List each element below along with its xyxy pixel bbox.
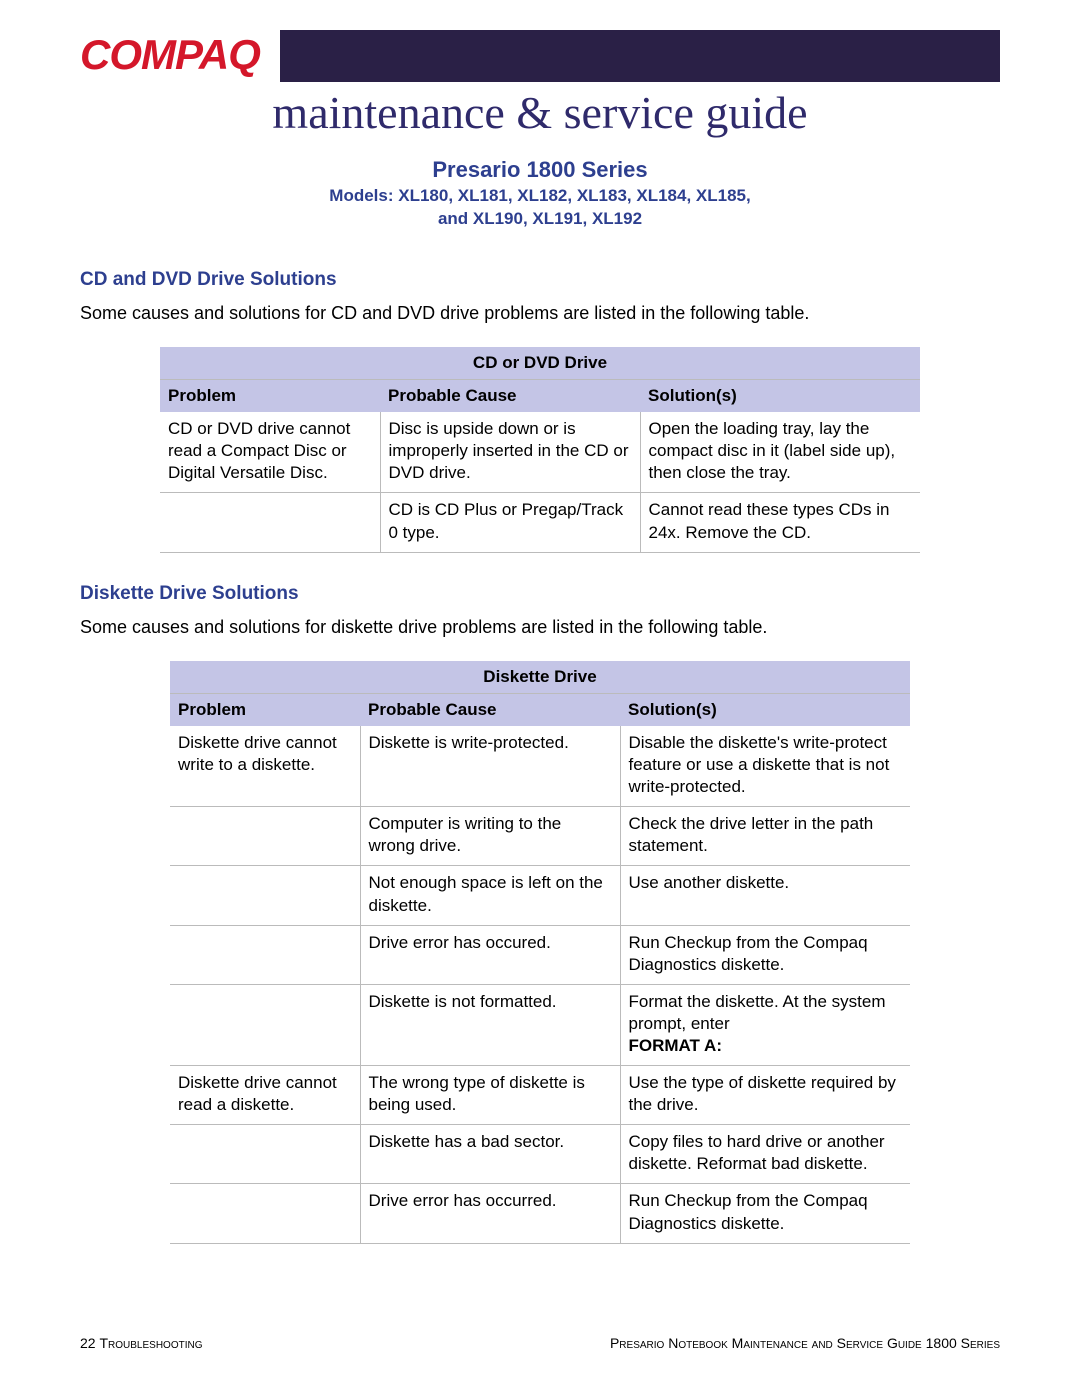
solution-table: CD or DVD DriveProblemProbable CauseSolu… [160, 347, 920, 552]
compaq-logo: COMPAQ [80, 34, 280, 76]
footer-section-name: Troubleshooting [99, 1335, 202, 1351]
page-footer: 22 Troubleshooting Presario Notebook Mai… [80, 1335, 1000, 1351]
header-row: COMPAQ [80, 30, 1000, 82]
section-heading: CD and DVD Drive Solutions [80, 269, 1000, 291]
header-bar [280, 30, 1000, 82]
series-title: Presario 1800 Series [80, 157, 1000, 183]
cell-cause: Drive error has occurred. [360, 1184, 620, 1243]
table-title: Diskette Drive [170, 661, 910, 694]
table-row: Diskette is not formatted.Format the dis… [170, 984, 910, 1065]
cell-solution: Copy files to hard drive or another disk… [620, 1125, 910, 1184]
models-subtitle: Models: XL180, XL181, XL182, XL183, XL18… [80, 185, 1000, 231]
cell-cause: Not enough space is left on the diskette… [360, 866, 620, 925]
table-column-header: Solution(s) [620, 693, 910, 726]
table-row: Computer is writing to the wrong drive.C… [170, 807, 910, 866]
cell-solution: Use the type of diskette required by the… [620, 1066, 910, 1125]
solution-table: Diskette DriveProblemProbable CauseSolut… [170, 661, 910, 1244]
cell-solution: Run Checkup from the Compaq Diagnostics … [620, 1184, 910, 1243]
cell-problem [170, 984, 360, 1065]
cell-solution-bold: FORMAT A: [629, 1036, 722, 1055]
cell-cause: Computer is writing to the wrong drive. [360, 807, 620, 866]
table-row: Drive error has occurred.Run Checkup fro… [170, 1184, 910, 1243]
cell-problem [170, 866, 360, 925]
table-column-header: Probable Cause [380, 380, 640, 413]
table-row: Diskette drive cannot write to a diskett… [170, 726, 910, 807]
cell-problem [170, 1125, 360, 1184]
models-line-2: and XL190, XL191, XL192 [438, 209, 642, 228]
cell-solution: Format the diskette. At the system promp… [620, 984, 910, 1065]
cell-cause: Diskette is not formatted. [360, 984, 620, 1065]
cell-solution: Run Checkup from the Compaq Diagnostics … [620, 925, 910, 984]
cell-cause: Drive error has occured. [360, 925, 620, 984]
page-container: COMPAQ maintenance & service guide Presa… [0, 0, 1080, 1314]
section-intro: Some causes and solutions for CD and DVD… [80, 301, 1000, 325]
cell-problem [170, 807, 360, 866]
cell-cause: The wrong type of diskette is being used… [360, 1066, 620, 1125]
cell-solution: Open the loading tray, lay the compact d… [640, 412, 920, 493]
cell-cause: Disc is upside down or is improperly ins… [380, 412, 640, 493]
cell-problem [170, 925, 360, 984]
table-row: Drive error has occured.Run Checkup from… [170, 925, 910, 984]
cell-solution: Disable the diskette's write-protect fea… [620, 726, 910, 807]
cell-cause: Diskette has a bad sector. [360, 1125, 620, 1184]
table-column-header: Problem [170, 693, 360, 726]
table-row: CD is CD Plus or Pregap/Track 0 type.Can… [160, 493, 920, 552]
section-intro: Some causes and solutions for diskette d… [80, 615, 1000, 639]
cell-problem [170, 1184, 360, 1243]
cell-problem: CD or DVD drive cannot read a Compact Di… [160, 412, 380, 493]
cell-solution: Cannot read these types CDs in 24x. Remo… [640, 493, 920, 552]
table-column-header: Probable Cause [360, 693, 620, 726]
table-row: Not enough space is left on the diskette… [170, 866, 910, 925]
table-row: Diskette drive cannot read a diskette.Th… [170, 1066, 910, 1125]
cell-solution: Check the drive letter in the path state… [620, 807, 910, 866]
footer-left: 22 Troubleshooting [80, 1335, 202, 1351]
table-title: CD or DVD Drive [160, 347, 920, 380]
table-column-header: Problem [160, 380, 380, 413]
cell-solution: Use another diskette. [620, 866, 910, 925]
cell-problem: Diskette drive cannot read a diskette. [170, 1066, 360, 1125]
cell-problem [160, 493, 380, 552]
table-column-header: Solution(s) [640, 380, 920, 413]
sections-container: CD and DVD Drive Solutions Some causes an… [80, 269, 1000, 1244]
footer-right: Presario Notebook Maintenance and Servic… [610, 1335, 1000, 1351]
table-row: CD or DVD drive cannot read a Compact Di… [160, 412, 920, 493]
section-heading: Diskette Drive Solutions [80, 583, 1000, 605]
cell-cause: Diskette is write-protected. [360, 726, 620, 807]
models-line-1: Models: XL180, XL181, XL182, XL183, XL18… [329, 186, 750, 205]
footer-page-number: 22 [80, 1335, 96, 1351]
document-main-title: maintenance & service guide [80, 86, 1000, 139]
cell-cause: CD is CD Plus or Pregap/Track 0 type. [380, 493, 640, 552]
cell-problem: Diskette drive cannot write to a diskett… [170, 726, 360, 807]
table-row: Diskette has a bad sector.Copy files to … [170, 1125, 910, 1184]
